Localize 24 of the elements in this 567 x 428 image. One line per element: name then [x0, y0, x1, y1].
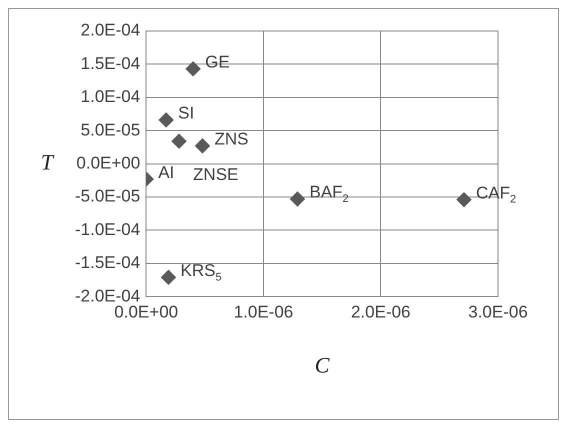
annotation: AI: [158, 162, 174, 182]
x-tick-label: 2.0E-06: [350, 302, 411, 322]
annotation: SI: [178, 104, 194, 123]
y-tick-label: -1.0E-04: [75, 220, 140, 239]
y-axis-title: T: [40, 150, 55, 175]
y-tick-label: 0.0E+00: [76, 153, 140, 172]
point: [186, 61, 201, 76]
x-tick-label: 3.0E-06: [468, 302, 528, 322]
x-axis-title: C: [314, 352, 330, 378]
annotation: ZNSE: [193, 164, 238, 184]
y-tick-label: 1.0E-04: [80, 87, 140, 106]
x-tick-label: 1.0E-06: [234, 302, 294, 322]
y-tick-label: -5.0E-05: [75, 186, 140, 206]
y-tick-label: 2.0E-04: [80, 20, 140, 40]
point: [290, 191, 305, 206]
annotation: ZNS: [214, 130, 248, 149]
point: [172, 134, 187, 149]
y-tick-label: 1.5E-04: [80, 54, 140, 73]
point: [456, 192, 472, 208]
point: [160, 270, 176, 285]
y-tick-label: -1.5E-04: [75, 253, 140, 272]
point: [194, 138, 210, 154]
y-tick-label: 5.0E-05: [80, 120, 140, 140]
point: [158, 112, 174, 128]
